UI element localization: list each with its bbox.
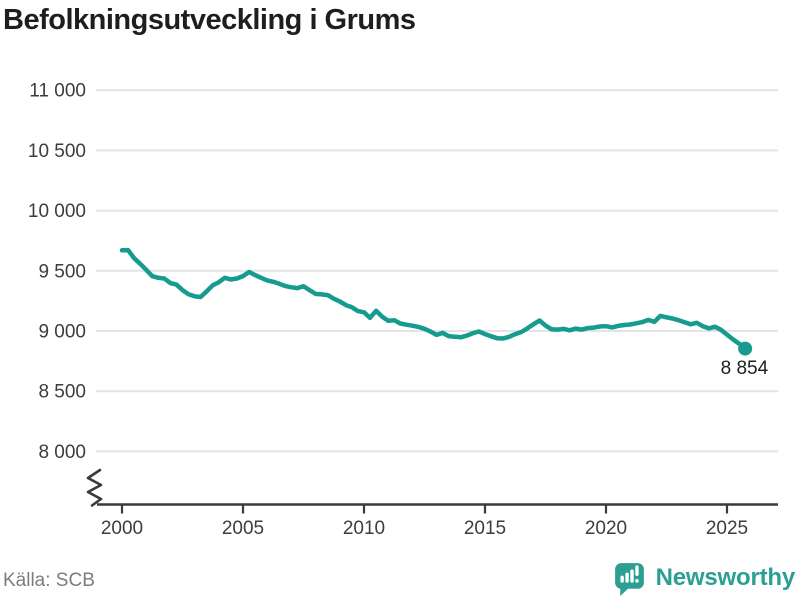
y-tick-label: 8 000 — [38, 442, 86, 463]
x-tick-label: 2005 — [222, 518, 264, 539]
newsworthy-wordmark: Newsworthy — [655, 563, 796, 591]
x-axis-labels: 2000 2005 2010 2015 2020 2025 — [101, 518, 748, 539]
y-tick-label: 8 500 — [38, 382, 86, 403]
axis-break-icon — [86, 468, 103, 507]
newsworthy-bubble-bar-chart-icon — [614, 563, 644, 596]
y-tick-label: 11 000 — [29, 81, 86, 102]
x-tick-label: 2000 — [101, 518, 143, 539]
x-tick-label: 2010 — [343, 518, 385, 539]
y-tick-label: 10 500 — [28, 141, 86, 162]
y-tick-label: 10 000 — [28, 201, 86, 222]
last-point-marker — [738, 341, 753, 356]
last-point-label: 8 854 — [721, 358, 769, 379]
population-line — [119, 247, 748, 351]
source-note: Källa: SCB — [3, 570, 95, 591]
y-axis-labels: 8 000 8 500 9 000 9 500 10 000 10 500 11 000 — [28, 81, 86, 463]
newsworthy-logo: Newsworthy — [611, 559, 795, 596]
x-tick-label: 2015 — [464, 518, 506, 539]
y-tick-label: 9 500 — [38, 261, 86, 282]
x-tick-label: 2020 — [585, 518, 627, 539]
x-tick-label: 2025 — [706, 518, 748, 539]
x-axis-ticks — [120, 505, 729, 514]
chart-title: Befolkningsutveckling i Grums — [3, 4, 416, 36]
y-tick-label: 9 000 — [38, 322, 86, 343]
gridlines — [96, 89, 778, 453]
